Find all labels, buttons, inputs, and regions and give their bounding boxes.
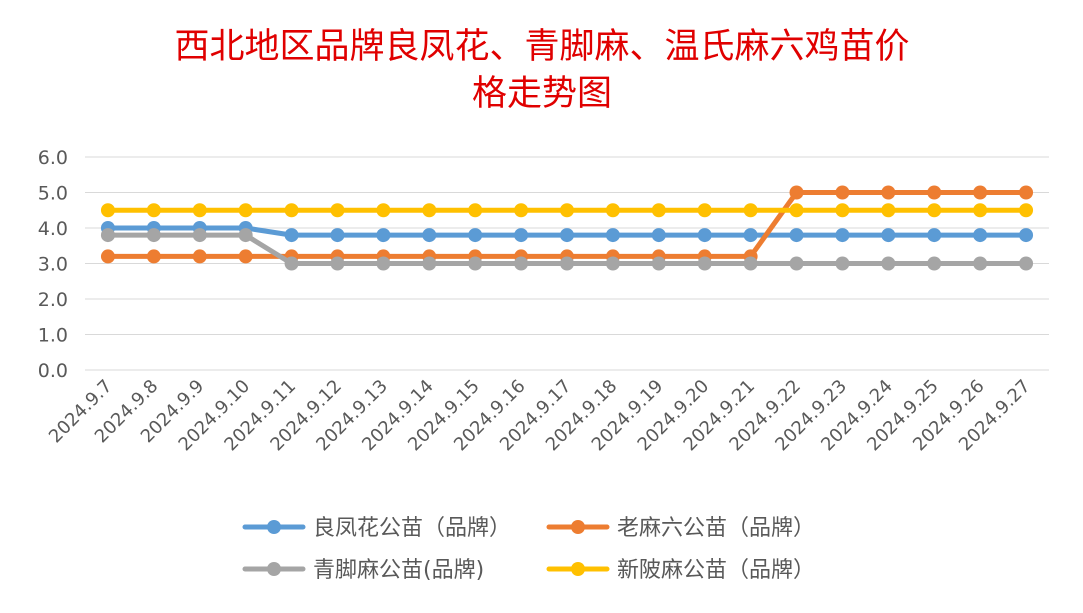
data-point bbox=[330, 203, 345, 218]
legend-label: 新陂麻公苗（品牌） bbox=[617, 558, 815, 583]
series-3 bbox=[100, 228, 1034, 271]
data-point bbox=[330, 256, 345, 271]
data-point bbox=[422, 203, 437, 218]
data-point bbox=[1019, 203, 1034, 218]
data-point bbox=[973, 256, 988, 271]
data-point bbox=[927, 256, 942, 271]
legend-label: 青脚麻公苗(品牌) bbox=[313, 558, 484, 583]
series-1 bbox=[100, 221, 1034, 243]
data-point bbox=[835, 256, 850, 271]
legend-entry: 青脚麻公苗(品牌) bbox=[242, 558, 484, 583]
data-point bbox=[560, 203, 574, 218]
data-point bbox=[973, 203, 988, 218]
data-point bbox=[605, 203, 620, 218]
chart-title-line-2: 格走势图 bbox=[472, 74, 612, 114]
y-tick-label: 2.0 bbox=[38, 289, 68, 311]
y-axis-tick-labels: 0.0 1.0 2.0 3.0 4.0 5.0 6.0 bbox=[38, 147, 68, 382]
data-point bbox=[468, 256, 483, 271]
data-point bbox=[605, 228, 620, 243]
y-tick-label: 4.0 bbox=[38, 218, 68, 240]
legend-entry: 良凤花公苗（品牌） bbox=[242, 516, 511, 541]
data-point bbox=[1019, 256, 1034, 271]
data-point bbox=[697, 203, 712, 218]
data-point bbox=[743, 203, 758, 218]
data-point bbox=[192, 249, 207, 264]
data-point bbox=[192, 228, 207, 243]
data-point bbox=[881, 228, 896, 243]
data-point bbox=[881, 185, 896, 200]
data-point bbox=[651, 228, 666, 243]
data-point bbox=[835, 185, 850, 200]
data-point bbox=[697, 228, 712, 243]
data-point bbox=[468, 228, 483, 243]
data-point bbox=[651, 256, 666, 271]
data-point bbox=[973, 228, 988, 243]
legend-marker bbox=[571, 562, 585, 576]
data-point bbox=[1019, 228, 1034, 243]
data-point bbox=[238, 249, 253, 264]
data-point bbox=[146, 249, 161, 264]
data-point bbox=[1019, 185, 1034, 200]
data-point bbox=[973, 185, 988, 200]
data-point bbox=[927, 228, 942, 243]
y-tick-label: 1.0 bbox=[38, 325, 68, 347]
data-point bbox=[100, 228, 115, 243]
data-point bbox=[284, 203, 299, 218]
y-tick-label: 5.0 bbox=[38, 183, 68, 205]
data-point bbox=[881, 256, 896, 271]
data-point bbox=[376, 256, 391, 271]
data-point bbox=[422, 256, 437, 271]
data-point bbox=[376, 203, 391, 218]
series-4 bbox=[100, 203, 1034, 218]
legend-entry: 老麻六公苗（品牌） bbox=[546, 516, 815, 541]
data-point bbox=[238, 203, 253, 218]
data-point bbox=[835, 203, 850, 218]
data-point bbox=[284, 256, 299, 271]
data-point bbox=[881, 203, 896, 218]
y-tick-label: 3.0 bbox=[38, 254, 68, 276]
data-point bbox=[100, 249, 115, 264]
data-point bbox=[192, 203, 207, 218]
data-point bbox=[238, 228, 253, 243]
legend: 良凤花公苗（品牌） 老麻六公苗（品牌） 青脚麻公苗(品牌) 新陂麻公苗（品牌） bbox=[242, 516, 815, 583]
data-point bbox=[146, 228, 161, 243]
data-point bbox=[560, 228, 574, 243]
data-point bbox=[605, 256, 620, 271]
data-point bbox=[468, 203, 483, 218]
y-tick-label: 0.0 bbox=[38, 360, 68, 382]
data-point bbox=[743, 256, 758, 271]
data-point bbox=[743, 228, 758, 243]
data-point bbox=[330, 228, 345, 243]
data-point bbox=[100, 203, 115, 218]
data-point bbox=[789, 228, 804, 243]
data-point bbox=[789, 185, 804, 200]
data-point bbox=[514, 203, 529, 218]
data-point bbox=[789, 203, 804, 218]
x-axis-tick-labels: 2024.9.72024.9.82024.9.92024.9.102024.9.… bbox=[45, 376, 1035, 456]
legend-label: 良凤花公苗（品牌） bbox=[313, 516, 511, 541]
data-point bbox=[560, 256, 574, 271]
data-point bbox=[927, 203, 942, 218]
data-point bbox=[651, 203, 666, 218]
legend-marker bbox=[267, 520, 281, 534]
data-point bbox=[835, 228, 850, 243]
data-point bbox=[146, 203, 161, 218]
legend-entry: 新陂麻公苗（品牌） bbox=[546, 558, 815, 583]
data-point bbox=[376, 228, 391, 243]
data-point bbox=[697, 256, 712, 271]
legend-marker bbox=[571, 520, 585, 534]
data-point bbox=[789, 256, 804, 271]
legend-marker bbox=[267, 562, 281, 576]
legend-label: 老麻六公苗（品牌） bbox=[617, 516, 815, 541]
y-tick-label: 6.0 bbox=[38, 147, 68, 169]
data-point bbox=[422, 228, 437, 243]
data-point bbox=[284, 228, 299, 243]
data-point bbox=[514, 256, 529, 271]
series-lines bbox=[100, 185, 1034, 271]
chart-title-line-1: 西北地区品牌良凤花、青脚麻、温氏麻六鸡苗价 bbox=[174, 27, 909, 67]
data-point bbox=[927, 185, 942, 200]
data-point bbox=[514, 228, 529, 243]
